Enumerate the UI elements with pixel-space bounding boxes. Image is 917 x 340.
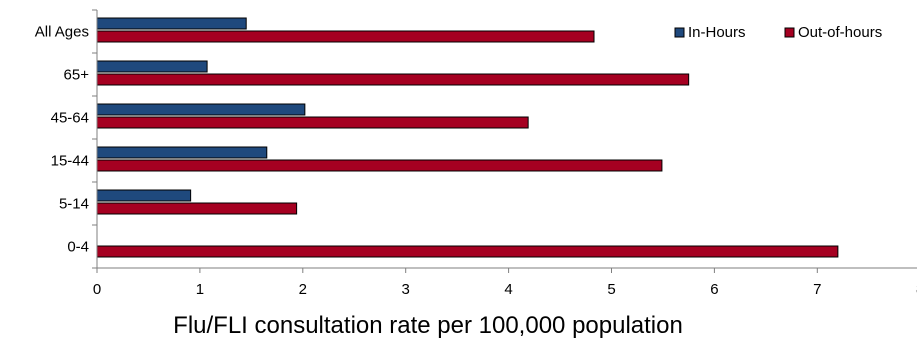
y-tick-label: All Ages — [35, 24, 89, 41]
y-tick-label: 65+ — [64, 67, 90, 84]
x-tick-label: 0 — [93, 281, 101, 298]
bar-out-of-hours-2 — [96, 116, 529, 129]
x-tick-label: 5 — [607, 281, 615, 298]
legend-swatch-out-of-hours — [784, 27, 795, 38]
bar-out-of-hours-1 — [96, 73, 690, 86]
legend: In-Hours Out-of-hours — [674, 24, 882, 41]
bar-out-of-hours-4 — [96, 202, 298, 215]
bar-in-hours-3 — [96, 146, 268, 159]
bar-in-hours-0 — [96, 17, 247, 30]
y-tick-label: 5-14 — [59, 196, 89, 213]
x-tick-label: 3 — [402, 281, 410, 298]
x-axis-title: Flu/FLI consultation rate per 100,000 po… — [173, 312, 683, 339]
bar-out-of-hours-0 — [96, 30, 595, 43]
legend-swatch-in-hours — [674, 27, 685, 38]
x-tick-label: 7 — [813, 281, 821, 298]
x-tick-label: 4 — [504, 281, 512, 298]
bar-out-of-hours-5 — [96, 245, 839, 258]
bar-in-hours-1 — [96, 60, 208, 73]
legend-label-out-of-hours: Out-of-hours — [798, 24, 882, 41]
bar-in-hours-4 — [96, 189, 192, 202]
y-tick-label: 0-4 — [67, 239, 89, 256]
legend-label-in-hours: In-Hours — [688, 24, 746, 41]
x-tick-label: 2 — [299, 281, 307, 298]
y-tick-label: 15-44 — [51, 153, 89, 170]
bar-in-hours-2 — [96, 103, 306, 116]
bars-group — [96, 17, 839, 258]
bar-out-of-hours-3 — [96, 159, 663, 172]
x-tick-label: 1 — [196, 281, 204, 298]
x-tick-label: 6 — [710, 281, 718, 298]
y-tick-label: 45-64 — [51, 110, 89, 127]
